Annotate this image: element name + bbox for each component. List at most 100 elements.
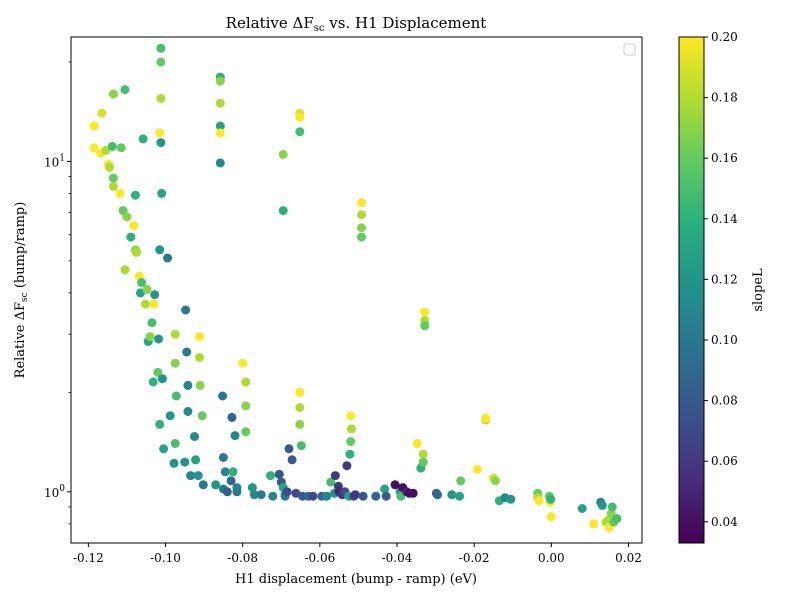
data-point: [157, 188, 167, 198]
data-point: [284, 444, 294, 454]
data-point: [107, 141, 117, 151]
data-point: [346, 437, 356, 446]
data-point: [295, 127, 305, 137]
data-point: [150, 290, 160, 300]
data-point: [183, 407, 193, 416]
data-point: [612, 514, 622, 524]
data-point: [597, 500, 607, 510]
data-point: [226, 476, 236, 486]
data-point: [180, 457, 190, 467]
data-point: [156, 57, 166, 67]
data-point: [182, 347, 192, 357]
data-point: [228, 467, 238, 477]
data-point: [346, 411, 356, 421]
data-point: [195, 332, 204, 342]
data-point: [577, 504, 587, 513]
data-point: [170, 329, 180, 339]
colorbar-tick-label: 0.14: [711, 212, 738, 226]
data-point: [193, 471, 203, 481]
data-point: [153, 367, 163, 377]
x-tick-label: 0.00: [538, 551, 565, 565]
data-point: [408, 488, 418, 498]
data-point: [186, 471, 196, 481]
data-point: [506, 494, 516, 504]
colorbar-label: slopeL: [751, 268, 766, 312]
chart-title: Relative ΔFsc vs. H1 Displacement: [226, 14, 487, 34]
data-point: [390, 480, 400, 490]
x-tick-label: 0.02: [615, 551, 642, 565]
data-point: [287, 455, 297, 465]
data-point: [163, 253, 172, 263]
data-point: [183, 380, 193, 390]
data-point: [155, 419, 165, 429]
data-point: [230, 431, 240, 441]
data-point: [380, 484, 390, 494]
colorbar-ticks: 0.04 0.06 0.08 0.10 0.12 0.14 0.16 0.18 0.20: [704, 30, 738, 529]
colorbar-tick-label: 0.16: [711, 151, 738, 165]
data-point: [347, 424, 356, 434]
data-point: [589, 519, 599, 529]
data-point: [607, 502, 617, 512]
data-point: [108, 89, 118, 99]
x-tick-label: -0.02: [459, 551, 490, 565]
data-point: [232, 487, 242, 497]
data-point: [120, 265, 130, 275]
data-point: [195, 353, 204, 362]
colorbar-tick-label: 0.08: [711, 394, 738, 408]
data-point: [89, 143, 99, 153]
data-point: [358, 491, 368, 501]
data-point: [215, 128, 225, 138]
data-point: [120, 85, 130, 95]
data-point: [159, 444, 169, 454]
data-point: [116, 143, 126, 153]
data-point: [534, 496, 544, 506]
x-tick-label: -0.06: [304, 551, 335, 565]
data-point: [447, 490, 457, 500]
data-points: [89, 43, 622, 532]
data-point: [215, 76, 225, 86]
y-axis-ticks: 100 101: [44, 61, 71, 525]
data-point: [197, 411, 207, 421]
data-point: [215, 121, 225, 131]
data-point: [295, 387, 305, 397]
data-point: [137, 278, 147, 287]
data-point: [268, 491, 278, 501]
data-point: [282, 487, 292, 497]
x-tick-label: -0.04: [382, 551, 413, 565]
data-point: [278, 149, 288, 159]
data-point: [132, 248, 142, 257]
data-point: [215, 158, 225, 168]
data-point: [274, 469, 284, 479]
data-point: [295, 403, 305, 412]
data-point: [256, 490, 266, 500]
data-point: [342, 461, 352, 471]
data-point: [295, 112, 305, 122]
data-point: [218, 453, 228, 462]
data-point: [456, 476, 466, 486]
data-point: [101, 145, 111, 155]
data-point: [308, 491, 318, 501]
data-point: [222, 487, 232, 497]
data-point: [330, 471, 340, 481]
data-point: [105, 162, 115, 172]
data-point: [357, 223, 366, 233]
data-point: [433, 490, 442, 500]
data-point: [149, 299, 159, 309]
data-point: [97, 108, 107, 118]
x-tick-label: -0.10: [150, 551, 181, 565]
x-axis-ticks: -0.12 -0.10 -0.08 -0.06 -0.04 -0.02 0.00 0.02: [73, 543, 642, 565]
data-point: [190, 432, 199, 441]
data-point: [142, 284, 152, 294]
x-tick-label: -0.12: [73, 551, 104, 565]
data-point: [241, 401, 251, 411]
data-point: [122, 212, 132, 222]
data-point: [156, 43, 166, 53]
data-point: [238, 358, 248, 368]
colorbar-tick-label: 0.06: [711, 454, 738, 468]
data-point: [218, 391, 228, 401]
data-point: [455, 491, 464, 501]
data-point: [241, 377, 251, 387]
x-tick-label: -0.08: [227, 551, 258, 565]
data-point: [130, 190, 140, 200]
